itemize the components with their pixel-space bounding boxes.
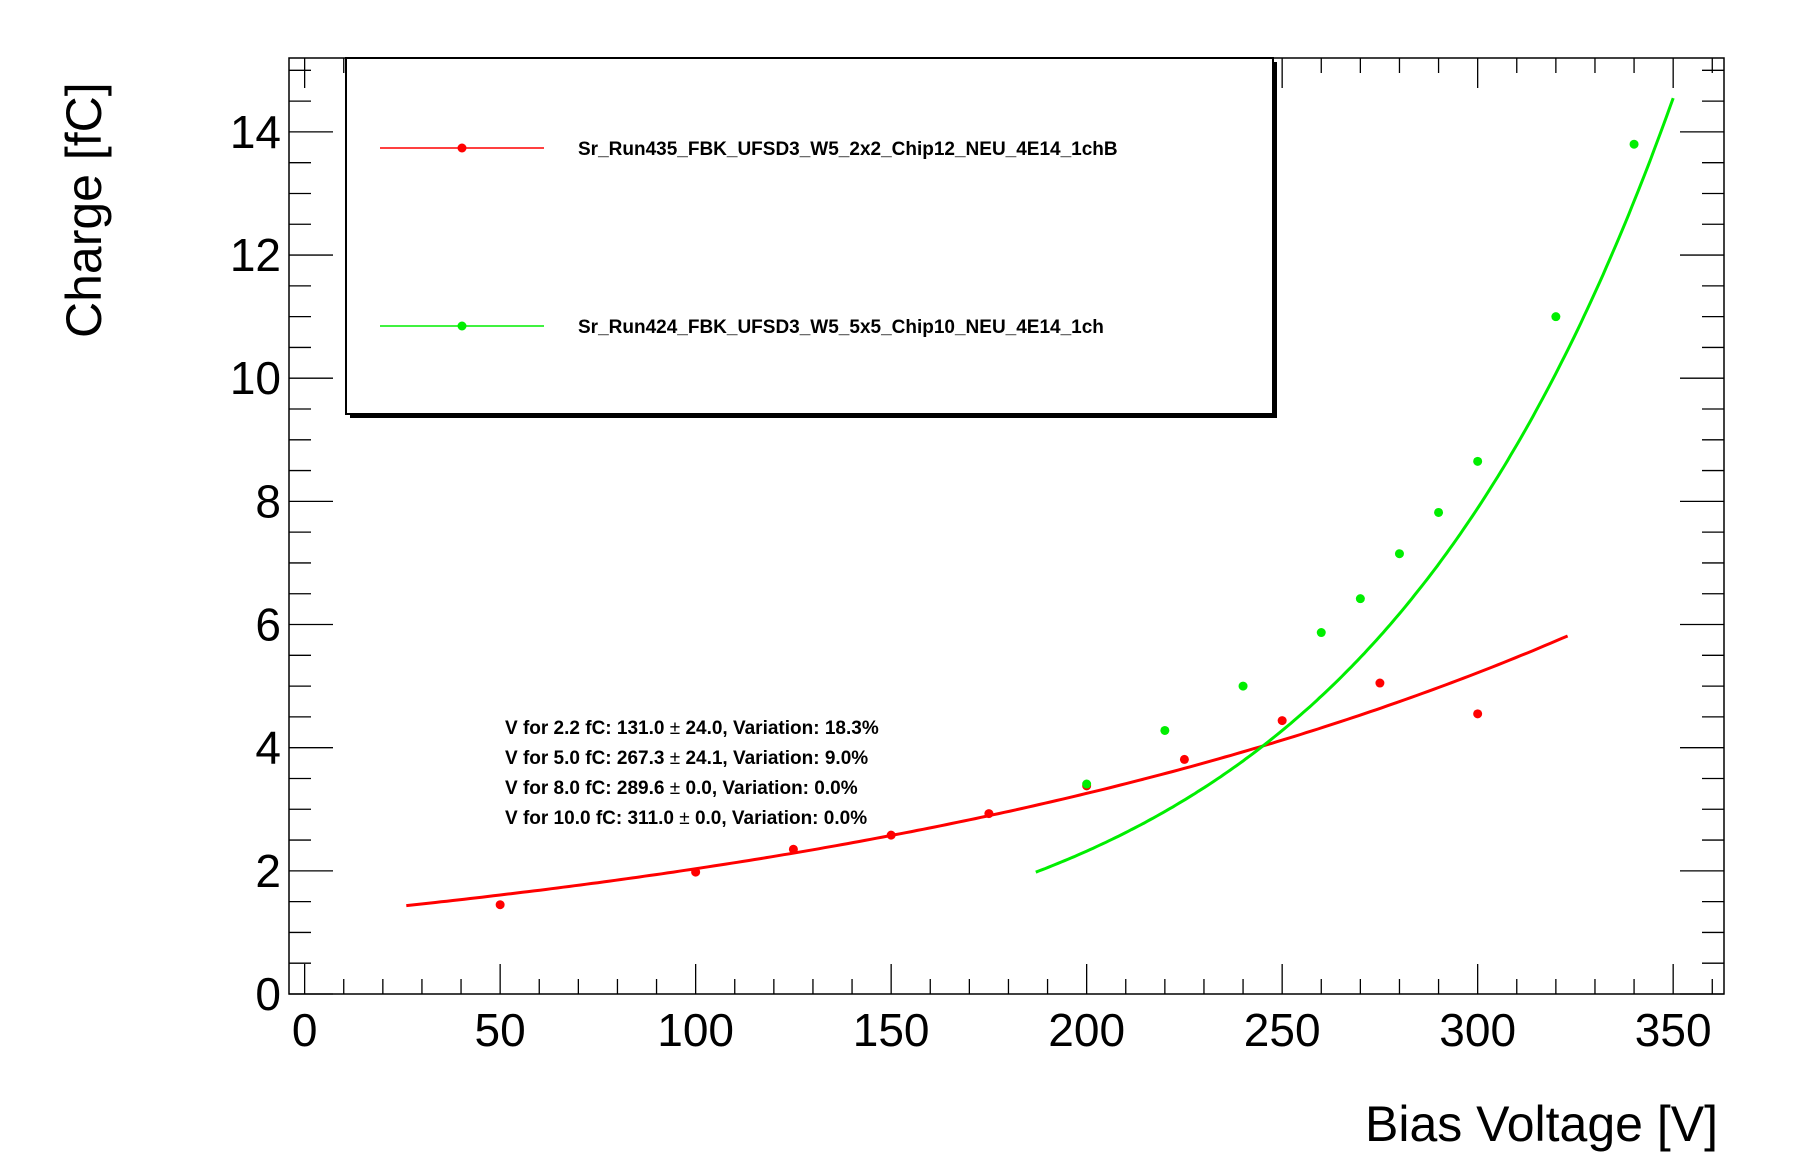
data-point-series-2 bbox=[1394, 549, 1404, 559]
x-tick-label: 50 bbox=[475, 1004, 526, 1056]
legend-label-series-1: Sr_Run435_FBK_UFSD3_W5_2x2_Chip12_NEU_4E… bbox=[578, 139, 1118, 160]
data-point-series-1 bbox=[495, 900, 505, 910]
y-tick-label: 4 bbox=[255, 722, 281, 774]
x-tick-label: 350 bbox=[1635, 1004, 1712, 1056]
data-point-series-1 bbox=[691, 867, 701, 877]
data-point-series-1 bbox=[1375, 678, 1385, 688]
fit-curve-series-2 bbox=[1035, 97, 1675, 874]
fit-annotation-line: V for 10.0 fC: 311.0 ± 0.0, Variation: 0… bbox=[505, 808, 867, 829]
fit-annotation-line: V for 8.0 fC: 289.6 ± 0.0, Variation: 0.… bbox=[505, 778, 858, 799]
data-point-series-2 bbox=[1629, 139, 1639, 149]
data-point-series-2 bbox=[1160, 725, 1170, 735]
fit-annotation-line: V for 5.0 fC: 267.3 ± 24.1, Variation: 9… bbox=[505, 748, 868, 769]
x-tick-label: 250 bbox=[1244, 1004, 1321, 1056]
x-axis-title: Bias Voltage [V] bbox=[1365, 1096, 1718, 1152]
legend-marker-series-1 bbox=[457, 143, 467, 153]
y-tick-label: 8 bbox=[255, 475, 281, 527]
data-point-series-1 bbox=[788, 844, 798, 854]
legend-marker-series-2 bbox=[457, 321, 467, 331]
data-point-series-2 bbox=[1551, 312, 1561, 322]
x-tick-label: 0 bbox=[292, 1004, 318, 1056]
data-point-series-1 bbox=[1473, 709, 1483, 719]
data-point-series-1 bbox=[1277, 716, 1287, 726]
y-axis-title: Charge [fC] bbox=[56, 82, 112, 338]
data-points bbox=[495, 139, 1639, 910]
data-point-series-2 bbox=[1473, 456, 1483, 466]
y-tick-label: 6 bbox=[255, 599, 281, 651]
x-tick-label: 200 bbox=[1048, 1004, 1125, 1056]
y-tick-label: 14 bbox=[230, 106, 281, 158]
y-tick-label: 2 bbox=[255, 845, 281, 897]
legend-label-series-2: Sr_Run424_FBK_UFSD3_W5_5x5_Chip10_NEU_4E… bbox=[578, 317, 1104, 338]
data-point-series-2 bbox=[1238, 681, 1248, 691]
fit-curve-series-1 bbox=[406, 634, 1569, 908]
y-tick-label: 12 bbox=[230, 229, 281, 281]
data-point-series-2 bbox=[1082, 779, 1092, 789]
fit-annotation-line: V for 2.2 fC: 131.0 ± 24.0, Variation: 1… bbox=[505, 718, 879, 739]
axes: 0 50 100 150 200 250 300 350 0 2 4 6 8 10 12 14 bbox=[230, 58, 1724, 1056]
data-point-series-1 bbox=[1179, 754, 1189, 764]
data-point-series-1 bbox=[984, 809, 994, 819]
x-tick-label: 300 bbox=[1439, 1004, 1516, 1056]
y-tick-label: 10 bbox=[230, 352, 281, 404]
x-tick-label: 100 bbox=[657, 1004, 734, 1056]
fit-annotations: V for 2.2 fC: 131.0 ± 24.0, Variation: 1… bbox=[505, 718, 879, 829]
data-point-series-2 bbox=[1434, 507, 1444, 517]
x-tick-label: 150 bbox=[853, 1004, 930, 1056]
legend: Sr_Run435_FBK_UFSD3_W5_2x2_Chip12_NEU_4E… bbox=[345, 57, 1277, 418]
data-point-series-2 bbox=[1355, 594, 1365, 604]
data-point-series-2 bbox=[1316, 628, 1326, 638]
legend-box bbox=[345, 57, 1274, 415]
data-point-series-1 bbox=[886, 830, 896, 840]
y-tick-label: 0 bbox=[255, 968, 281, 1020]
